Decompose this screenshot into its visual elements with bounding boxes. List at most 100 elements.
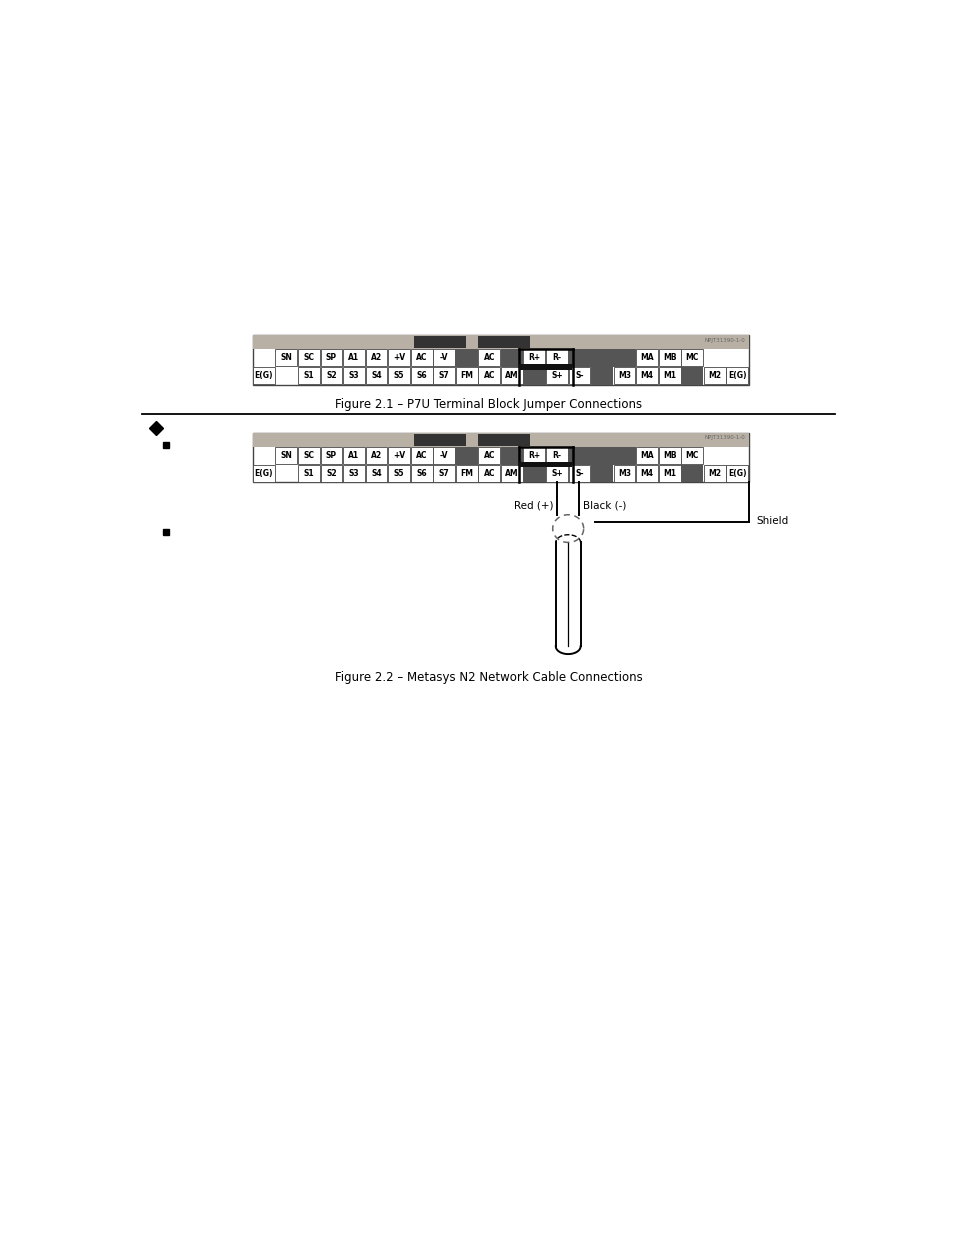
Bar xyxy=(636,447,658,464)
Bar xyxy=(365,350,387,367)
Bar xyxy=(518,462,571,467)
Bar xyxy=(388,367,410,384)
Bar xyxy=(613,367,635,384)
Bar xyxy=(545,367,567,384)
Bar xyxy=(253,433,748,483)
Text: SN: SN xyxy=(280,353,292,363)
Bar xyxy=(545,466,567,482)
Bar xyxy=(253,466,274,482)
Bar xyxy=(659,367,679,384)
Bar xyxy=(568,350,590,367)
Text: A1: A1 xyxy=(348,451,359,461)
Bar xyxy=(414,433,465,446)
Bar xyxy=(477,433,530,446)
Text: -V: -V xyxy=(439,451,448,461)
Bar xyxy=(590,350,613,367)
Text: +V: +V xyxy=(393,353,405,363)
Bar xyxy=(659,466,679,482)
Bar xyxy=(297,466,319,482)
Text: R-: R- xyxy=(552,451,560,461)
Bar xyxy=(433,466,455,482)
Bar xyxy=(636,367,658,384)
Bar xyxy=(365,466,387,482)
Bar xyxy=(456,367,477,384)
Bar xyxy=(388,447,410,464)
Text: MA: MA xyxy=(639,451,653,461)
Text: S5: S5 xyxy=(394,372,404,380)
Text: M3: M3 xyxy=(618,469,630,478)
Text: R-: R- xyxy=(552,353,560,363)
Bar xyxy=(613,466,635,482)
Bar xyxy=(523,447,545,464)
Bar xyxy=(320,447,342,464)
Text: S3: S3 xyxy=(349,469,359,478)
Bar xyxy=(522,464,545,483)
Bar xyxy=(680,350,702,367)
Bar xyxy=(477,447,499,464)
Text: +V: +V xyxy=(393,451,405,461)
Bar xyxy=(388,466,410,482)
Text: AC: AC xyxy=(483,451,495,461)
Bar xyxy=(545,447,567,464)
Bar xyxy=(680,464,702,483)
Text: M4: M4 xyxy=(639,469,653,478)
Text: S5: S5 xyxy=(394,469,404,478)
Text: M2: M2 xyxy=(707,469,720,478)
Text: FM: FM xyxy=(459,469,473,478)
Text: -V: -V xyxy=(439,353,448,363)
Text: E(G): E(G) xyxy=(254,469,273,478)
Bar xyxy=(433,367,455,384)
Bar xyxy=(320,466,342,482)
Text: S3: S3 xyxy=(349,372,359,380)
Text: S4: S4 xyxy=(371,469,381,478)
Bar xyxy=(477,367,499,384)
Bar xyxy=(343,367,364,384)
Bar xyxy=(703,466,725,482)
Text: S2: S2 xyxy=(326,372,336,380)
Bar xyxy=(253,367,274,384)
Bar xyxy=(636,350,658,367)
Text: S-: S- xyxy=(575,372,583,380)
Text: SP: SP xyxy=(326,353,336,363)
Bar xyxy=(500,367,522,384)
Text: NPJT31390-1-0: NPJT31390-1-0 xyxy=(704,436,744,441)
Text: AC: AC xyxy=(416,451,427,461)
Text: M1: M1 xyxy=(662,469,676,478)
Bar xyxy=(456,466,477,482)
Bar xyxy=(433,447,455,464)
Text: Red (+): Red (+) xyxy=(513,500,553,510)
Bar xyxy=(253,336,748,350)
Bar xyxy=(680,447,702,464)
Text: S1: S1 xyxy=(303,469,314,478)
Bar xyxy=(659,447,679,464)
Text: E(G): E(G) xyxy=(727,469,746,478)
Bar xyxy=(365,367,387,384)
Bar xyxy=(297,447,319,464)
Bar xyxy=(253,336,748,384)
Bar xyxy=(411,367,432,384)
Text: AC: AC xyxy=(483,372,495,380)
Text: S+: S+ xyxy=(551,372,562,380)
Bar xyxy=(343,466,364,482)
Bar xyxy=(680,367,702,384)
Text: Black (-): Black (-) xyxy=(582,500,626,510)
Text: AM: AM xyxy=(504,469,518,478)
Text: S1: S1 xyxy=(303,372,314,380)
Bar xyxy=(590,464,613,483)
Bar xyxy=(636,466,658,482)
Text: S-: S- xyxy=(575,469,583,478)
Text: MA: MA xyxy=(639,353,653,363)
Bar xyxy=(253,433,748,447)
Bar xyxy=(659,350,679,367)
Bar xyxy=(414,336,465,348)
Text: MC: MC xyxy=(685,451,699,461)
Bar xyxy=(320,350,342,367)
Polygon shape xyxy=(556,646,580,655)
Bar xyxy=(320,367,342,384)
Text: AC: AC xyxy=(483,353,495,363)
Text: MB: MB xyxy=(662,353,676,363)
Bar xyxy=(388,350,410,367)
Text: A1: A1 xyxy=(348,353,359,363)
Bar xyxy=(500,350,522,367)
Bar xyxy=(545,350,567,367)
